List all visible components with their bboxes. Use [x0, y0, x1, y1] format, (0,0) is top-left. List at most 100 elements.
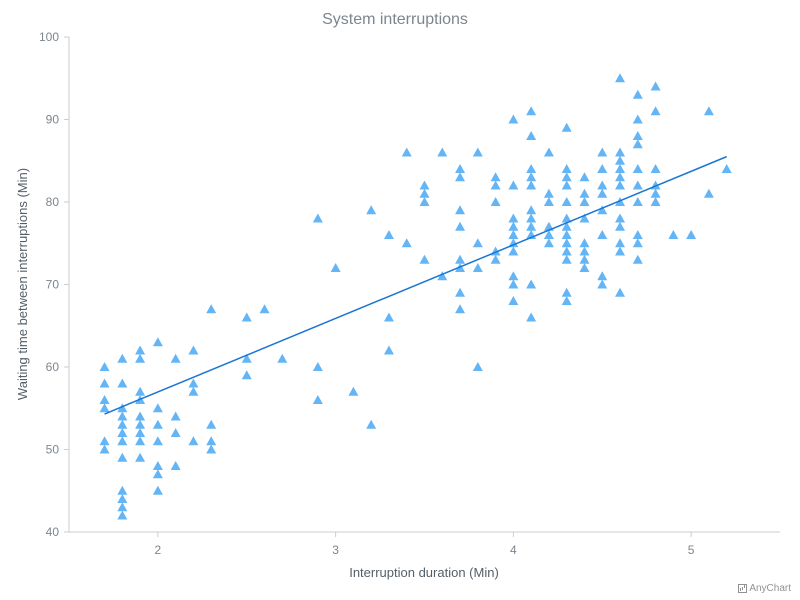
data-point[interactable]: [455, 287, 466, 297]
data-point[interactable]: [650, 188, 661, 198]
data-point[interactable]: [152, 419, 163, 429]
data-point[interactable]: [526, 312, 537, 322]
data-point[interactable]: [597, 164, 608, 173]
data-point[interactable]: [117, 485, 128, 495]
data-point[interactable]: [632, 164, 643, 173]
data-point[interactable]: [455, 221, 466, 231]
data-point[interactable]: [188, 436, 199, 446]
data-point[interactable]: [703, 106, 714, 116]
data-point[interactable]: [615, 172, 626, 182]
data-point[interactable]: [152, 436, 163, 446]
data-point[interactable]: [508, 238, 519, 248]
data-point[interactable]: [117, 436, 128, 446]
data-point[interactable]: [632, 131, 643, 140]
data-point[interactable]: [615, 238, 626, 248]
data-point[interactable]: [597, 230, 608, 239]
data-point[interactable]: [152, 469, 163, 479]
data-point[interactable]: [561, 213, 572, 223]
data-point[interactable]: [348, 386, 359, 396]
data-point[interactable]: [117, 494, 128, 503]
data-point[interactable]: [170, 353, 181, 363]
data-point[interactable]: [526, 221, 537, 231]
data-point[interactable]: [632, 238, 643, 248]
data-point[interactable]: [117, 403, 128, 413]
data-point[interactable]: [490, 197, 501, 206]
data-point[interactable]: [99, 362, 110, 371]
data-point[interactable]: [472, 147, 483, 157]
data-point[interactable]: [632, 89, 643, 99]
data-point[interactable]: [117, 419, 128, 429]
data-point[interactable]: [99, 378, 110, 388]
data-point[interactable]: [615, 221, 626, 231]
data-point[interactable]: [597, 279, 608, 289]
data-point[interactable]: [543, 230, 554, 239]
data-point[interactable]: [508, 296, 519, 305]
data-point[interactable]: [206, 444, 217, 454]
data-point[interactable]: [526, 205, 537, 215]
data-point[interactable]: [117, 411, 128, 421]
data-point[interactable]: [135, 386, 146, 396]
data-point[interactable]: [561, 246, 572, 256]
data-point[interactable]: [366, 205, 377, 215]
data-point[interactable]: [650, 106, 661, 116]
data-point[interactable]: [330, 263, 341, 272]
data-point[interactable]: [508, 213, 519, 223]
data-point[interactable]: [561, 164, 572, 173]
data-point[interactable]: [615, 213, 626, 223]
data-point[interactable]: [526, 172, 537, 182]
data-point[interactable]: [597, 147, 608, 157]
data-point[interactable]: [579, 188, 590, 198]
data-point[interactable]: [99, 444, 110, 454]
data-point[interactable]: [526, 279, 537, 289]
data-point[interactable]: [437, 271, 448, 281]
data-point[interactable]: [401, 147, 412, 157]
data-point[interactable]: [543, 238, 554, 248]
data-point[interactable]: [383, 312, 394, 322]
data-point[interactable]: [277, 353, 288, 363]
data-point[interactable]: [526, 180, 537, 190]
data-point[interactable]: [135, 419, 146, 429]
data-point[interactable]: [650, 164, 661, 173]
data-point[interactable]: [490, 254, 501, 264]
data-point[interactable]: [419, 254, 430, 264]
data-point[interactable]: [419, 180, 430, 190]
data-point[interactable]: [561, 287, 572, 297]
data-point[interactable]: [579, 172, 590, 182]
data-point[interactable]: [188, 386, 199, 396]
data-point[interactable]: [508, 114, 519, 124]
data-point[interactable]: [632, 197, 643, 206]
data-point[interactable]: [401, 238, 412, 248]
data-point[interactable]: [526, 164, 537, 173]
data-point[interactable]: [579, 263, 590, 272]
data-point[interactable]: [543, 188, 554, 198]
data-point[interactable]: [170, 461, 181, 470]
data-point[interactable]: [526, 213, 537, 223]
data-point[interactable]: [455, 254, 466, 264]
data-point[interactable]: [312, 213, 323, 223]
data-point[interactable]: [135, 452, 146, 462]
data-point[interactable]: [117, 353, 128, 363]
data-point[interactable]: [99, 403, 110, 413]
data-point[interactable]: [668, 230, 679, 239]
data-point[interactable]: [508, 180, 519, 190]
data-point[interactable]: [508, 279, 519, 289]
data-point[interactable]: [455, 164, 466, 173]
data-point[interactable]: [312, 395, 323, 404]
data-point[interactable]: [508, 271, 519, 281]
data-point[interactable]: [632, 180, 643, 190]
data-point[interactable]: [526, 131, 537, 140]
data-point[interactable]: [135, 345, 146, 355]
data-point[interactable]: [472, 263, 483, 272]
data-point[interactable]: [632, 139, 643, 149]
data-point[interactable]: [455, 172, 466, 182]
data-point[interactable]: [419, 197, 430, 206]
data-point[interactable]: [383, 230, 394, 239]
data-point[interactable]: [561, 122, 572, 132]
data-point[interactable]: [615, 246, 626, 256]
data-point[interactable]: [597, 180, 608, 190]
data-point[interactable]: [561, 221, 572, 231]
data-point[interactable]: [703, 188, 714, 198]
data-point[interactable]: [117, 452, 128, 462]
data-point[interactable]: [526, 106, 537, 116]
data-point[interactable]: [597, 205, 608, 215]
